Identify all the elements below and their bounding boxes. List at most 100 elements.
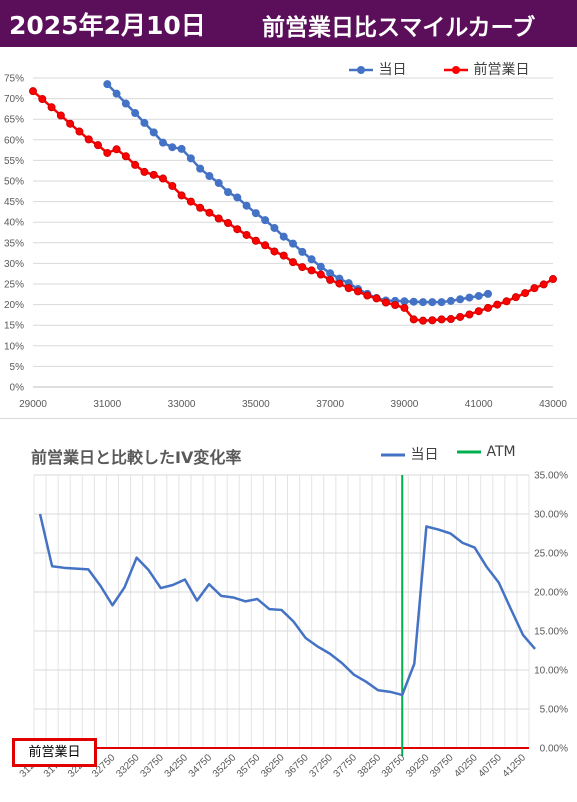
data-point — [242, 201, 251, 210]
y-tick-label: 10.00% — [534, 666, 568, 677]
data-point — [502, 297, 511, 306]
data-point — [103, 148, 112, 157]
x-tick-label: 41250 — [501, 752, 529, 780]
x-tick-label: 37250 — [307, 752, 335, 780]
data-point — [288, 258, 297, 267]
y-tick-label: 40% — [4, 218, 24, 229]
data-point — [168, 181, 177, 190]
data-point — [549, 275, 558, 284]
data-point — [158, 138, 167, 147]
y-tick-label: 35.00% — [534, 471, 568, 482]
data-point — [335, 279, 344, 288]
data-point — [75, 127, 84, 136]
data-point — [493, 300, 502, 309]
data-point — [177, 191, 186, 200]
data-point — [270, 247, 279, 256]
data-point — [223, 219, 232, 228]
data-point — [279, 251, 288, 260]
data-point — [530, 284, 539, 293]
x-tick-label: 39000 — [391, 399, 419, 410]
data-point — [196, 164, 205, 173]
data-point — [214, 214, 223, 223]
series-line-today — [106, 83, 489, 304]
data-point — [103, 80, 112, 89]
x-tick-label: 34750 — [187, 752, 215, 780]
data-point — [121, 152, 130, 161]
data-point — [223, 188, 232, 197]
legend-label-prev: 前営業日 — [473, 62, 530, 78]
y-tick-label: 60% — [4, 135, 24, 146]
data-point — [270, 223, 279, 232]
y-tick-label: 65% — [4, 115, 24, 126]
data-point — [465, 293, 474, 302]
x-tick-label: 39750 — [428, 752, 456, 780]
data-point — [344, 284, 353, 293]
baseline-label: 前営業日 — [28, 745, 81, 760]
data-point — [456, 295, 465, 304]
y-tick-label: 70% — [4, 94, 24, 105]
x-tick-label: 35000 — [242, 399, 270, 410]
x-tick-label: 36250 — [259, 752, 287, 780]
data-point — [121, 99, 130, 108]
x-tick-label: 40750 — [476, 752, 504, 780]
legend-item-today-2: 当日 — [380, 444, 438, 464]
data-point — [511, 293, 520, 302]
data-point — [483, 289, 492, 298]
x-tick-label: 33250 — [114, 752, 142, 780]
x-tick-label: 38250 — [356, 752, 384, 780]
data-point — [316, 262, 325, 271]
y-tick-label: 0% — [10, 383, 25, 394]
data-point — [28, 87, 37, 96]
data-point — [279, 232, 288, 241]
data-point — [131, 160, 140, 169]
data-point — [326, 275, 335, 284]
y-tick-label: 25.00% — [534, 549, 568, 560]
data-point — [483, 303, 492, 312]
data-point — [353, 287, 362, 296]
x-tick-label: 33750 — [138, 752, 166, 780]
data-point — [261, 216, 270, 225]
y-tick-label: 35% — [4, 238, 24, 249]
data-point — [539, 280, 548, 289]
x-tick-label: 37750 — [332, 752, 360, 780]
x-tick-label: 33000 — [168, 399, 196, 410]
data-point — [251, 236, 260, 245]
data-point — [307, 266, 316, 275]
x-tick-label: 39250 — [404, 752, 432, 780]
y-tick-label: 45% — [4, 197, 24, 208]
legend-label-today-2: 当日 — [410, 447, 439, 463]
data-point — [205, 172, 214, 181]
y-tick-label: 20% — [4, 300, 24, 311]
data-point — [298, 247, 307, 256]
legend-item-atm: ATM — [456, 444, 516, 460]
smile-curve-chart: 0% 5% 10% 15% 20% 25% 30% 35% 40% 45% 50% 55% 60% 65%… — [4, 74, 567, 411]
data-point — [47, 103, 56, 112]
page-title: 前営業日比スマイルカーブ — [262, 15, 536, 41]
data-point — [391, 301, 400, 310]
data-point — [261, 241, 270, 250]
data-point — [298, 263, 307, 272]
x-tick-label: 31000 — [93, 399, 121, 410]
baseline-label-box: 前営業日 — [12, 738, 97, 767]
data-point — [112, 145, 121, 154]
data-point — [446, 315, 455, 324]
x-tick-label: 35250 — [211, 752, 239, 780]
data-point — [38, 95, 47, 104]
data-point — [381, 298, 390, 307]
data-point — [307, 255, 316, 264]
data-point — [316, 270, 325, 279]
x-tick-label: 34250 — [163, 752, 191, 780]
data-point — [214, 179, 223, 188]
x-tick-label: 35750 — [235, 752, 263, 780]
data-point — [66, 119, 75, 128]
legend-item-prev: 前営業日 — [443, 59, 529, 79]
data-point — [409, 315, 418, 324]
iv-change-chart: 0.00% 5.00% 10.00% 15.00% 20.00% 25.00% 30.00%… — [18, 471, 568, 780]
data-point — [94, 141, 103, 150]
x-tick-label: 41000 — [465, 399, 493, 410]
y-tick-label: 55% — [4, 156, 24, 167]
data-point — [186, 197, 195, 206]
data-point — [372, 294, 381, 303]
y-tick-label: 0.00% — [540, 744, 568, 755]
legend-item-today: 当日 — [348, 59, 406, 79]
